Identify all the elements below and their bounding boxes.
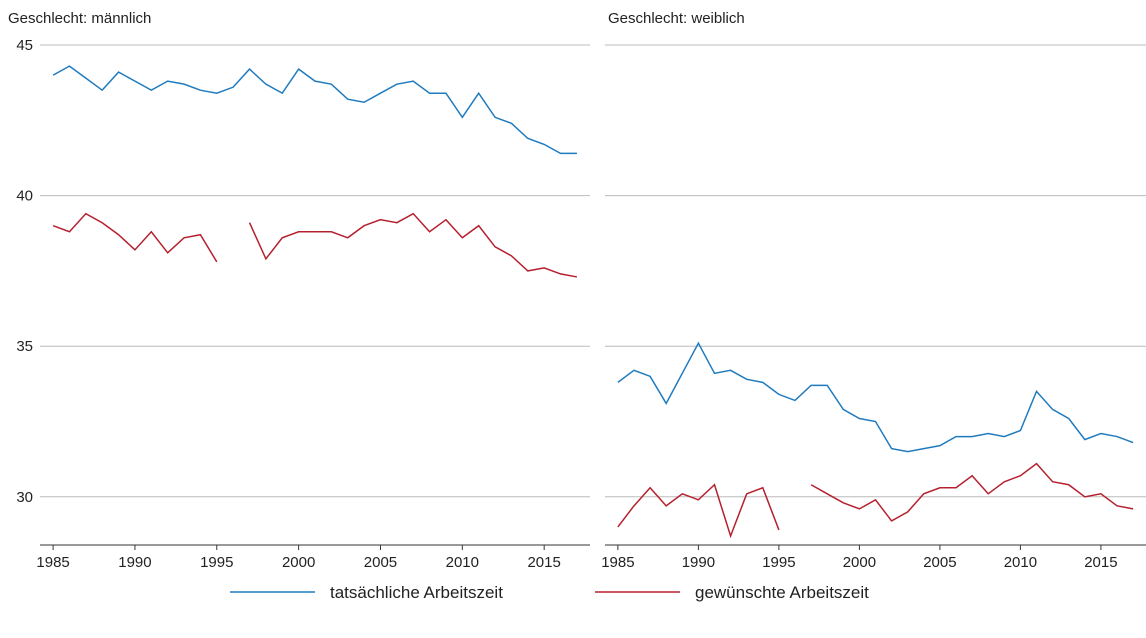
x-tick-label: 1995 <box>200 554 233 571</box>
x-tick-label: 1995 <box>762 554 795 571</box>
line-series <box>810 462 1134 522</box>
y-tick-label: 40 <box>16 188 33 205</box>
x-tick-label: 2015 <box>1084 554 1117 571</box>
line-series <box>617 341 1134 453</box>
x-tick-label: 1990 <box>118 554 151 571</box>
line-series <box>617 483 780 539</box>
x-tick-label: 2010 <box>1004 554 1037 571</box>
y-tick-label: 35 <box>16 338 33 355</box>
panel-title: Geschlecht: männlich <box>8 10 151 27</box>
y-tick-label: 30 <box>16 489 33 506</box>
x-tick-label: 1985 <box>601 554 634 571</box>
legend-label: gewünschte Arbeitszeit <box>695 583 869 602</box>
x-tick-label: 2015 <box>527 554 560 571</box>
panel-title: Geschlecht: weiblich <box>608 10 745 27</box>
x-tick-label: 2000 <box>282 554 315 571</box>
line-series <box>248 212 578 278</box>
legend-label: tatsächliche Arbeitszeit <box>330 583 503 602</box>
x-tick-label: 1985 <box>36 554 69 571</box>
line-series <box>52 65 577 155</box>
line-series <box>52 212 218 263</box>
x-tick-label: 2005 <box>923 554 956 571</box>
x-tick-label: 2005 <box>364 554 397 571</box>
x-tick-label: 2010 <box>446 554 479 571</box>
y-tick-label: 45 <box>16 37 33 54</box>
x-tick-label: 2000 <box>843 554 876 571</box>
x-tick-label: 1990 <box>682 554 715 571</box>
